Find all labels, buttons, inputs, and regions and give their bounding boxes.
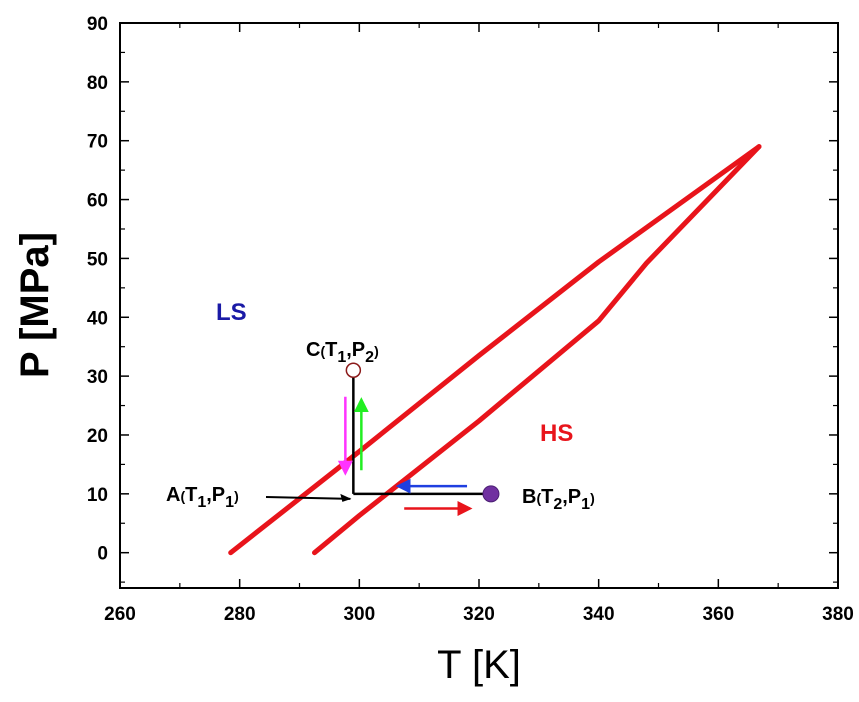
label-part: 1 bbox=[337, 349, 346, 366]
x-tick-label: 380 bbox=[822, 604, 854, 625]
path-layer bbox=[265, 370, 491, 517]
y-tick-label: 90 bbox=[87, 14, 108, 35]
label-part: ,P bbox=[346, 339, 365, 361]
label-part: T bbox=[325, 339, 337, 361]
label-part: ( bbox=[536, 490, 541, 506]
x-tick-label: 280 bbox=[224, 604, 256, 625]
label-part: T bbox=[541, 486, 553, 508]
label-part: ( bbox=[320, 343, 325, 359]
point-label-text: B(T2,P1) bbox=[522, 486, 595, 513]
x-axis-title: T [K] bbox=[437, 643, 521, 687]
point-layer bbox=[345, 362, 500, 503]
point-label-text: A(T1,P1) bbox=[166, 484, 239, 511]
label-part: C bbox=[306, 339, 320, 361]
y-axis-title: P [MPa] bbox=[13, 232, 57, 378]
point-c-marker bbox=[345, 362, 362, 378]
label-part: 1 bbox=[225, 494, 234, 511]
y-tick-label: 0 bbox=[97, 544, 108, 565]
label-part: T bbox=[185, 484, 197, 506]
x-tick-label: 320 bbox=[463, 604, 495, 625]
pointer-a-head bbox=[340, 493, 352, 502]
label-part: ) bbox=[374, 343, 379, 359]
label-part: 2 bbox=[553, 496, 562, 513]
ticks bbox=[119, 22, 839, 588]
x-tick-label: 340 bbox=[583, 604, 615, 625]
y-tick-label: 80 bbox=[87, 73, 108, 94]
y-tick-label: 40 bbox=[87, 308, 108, 329]
label-part: ( bbox=[180, 488, 185, 504]
point-label-text: C(T1,P2) bbox=[306, 339, 379, 366]
label-part: A bbox=[166, 484, 180, 506]
point-label-a: A(T1,P1) bbox=[166, 484, 239, 511]
y-tick-label: 60 bbox=[87, 191, 108, 212]
y-tick-label: 30 bbox=[87, 367, 108, 388]
annotation-hs: HS bbox=[540, 420, 573, 447]
point-label-c: C(T1,P2) bbox=[306, 339, 379, 366]
label-part: ,P bbox=[206, 484, 225, 506]
y-tick-label: 20 bbox=[87, 426, 108, 447]
label-part: 1 bbox=[197, 494, 206, 511]
y-tick-label: 50 bbox=[87, 249, 108, 270]
label-part: B bbox=[522, 486, 536, 508]
x-tick-label: 360 bbox=[702, 604, 734, 625]
pointer-a bbox=[265, 496, 351, 500]
annotation-ls: LS bbox=[216, 299, 247, 326]
point-label-b: B(T2,P1) bbox=[522, 486, 595, 513]
point-b-marker bbox=[482, 485, 500, 503]
label-part: ,P bbox=[562, 486, 581, 508]
x-tick-label: 260 bbox=[104, 604, 136, 625]
series-line-2 bbox=[312, 144, 762, 556]
label-part: ) bbox=[234, 488, 239, 504]
tick-labels: 260 280 300 320 340 360 380 0 10 20 30 40 50 60 70 80 90 bbox=[87, 14, 854, 625]
x-tick-label: 300 bbox=[343, 604, 375, 625]
label-part: ) bbox=[590, 490, 595, 506]
y-tick-label: 70 bbox=[87, 132, 108, 153]
label-part: 1 bbox=[581, 496, 590, 513]
y-tick-label: 10 bbox=[87, 485, 108, 506]
label-part: 2 bbox=[365, 349, 374, 366]
